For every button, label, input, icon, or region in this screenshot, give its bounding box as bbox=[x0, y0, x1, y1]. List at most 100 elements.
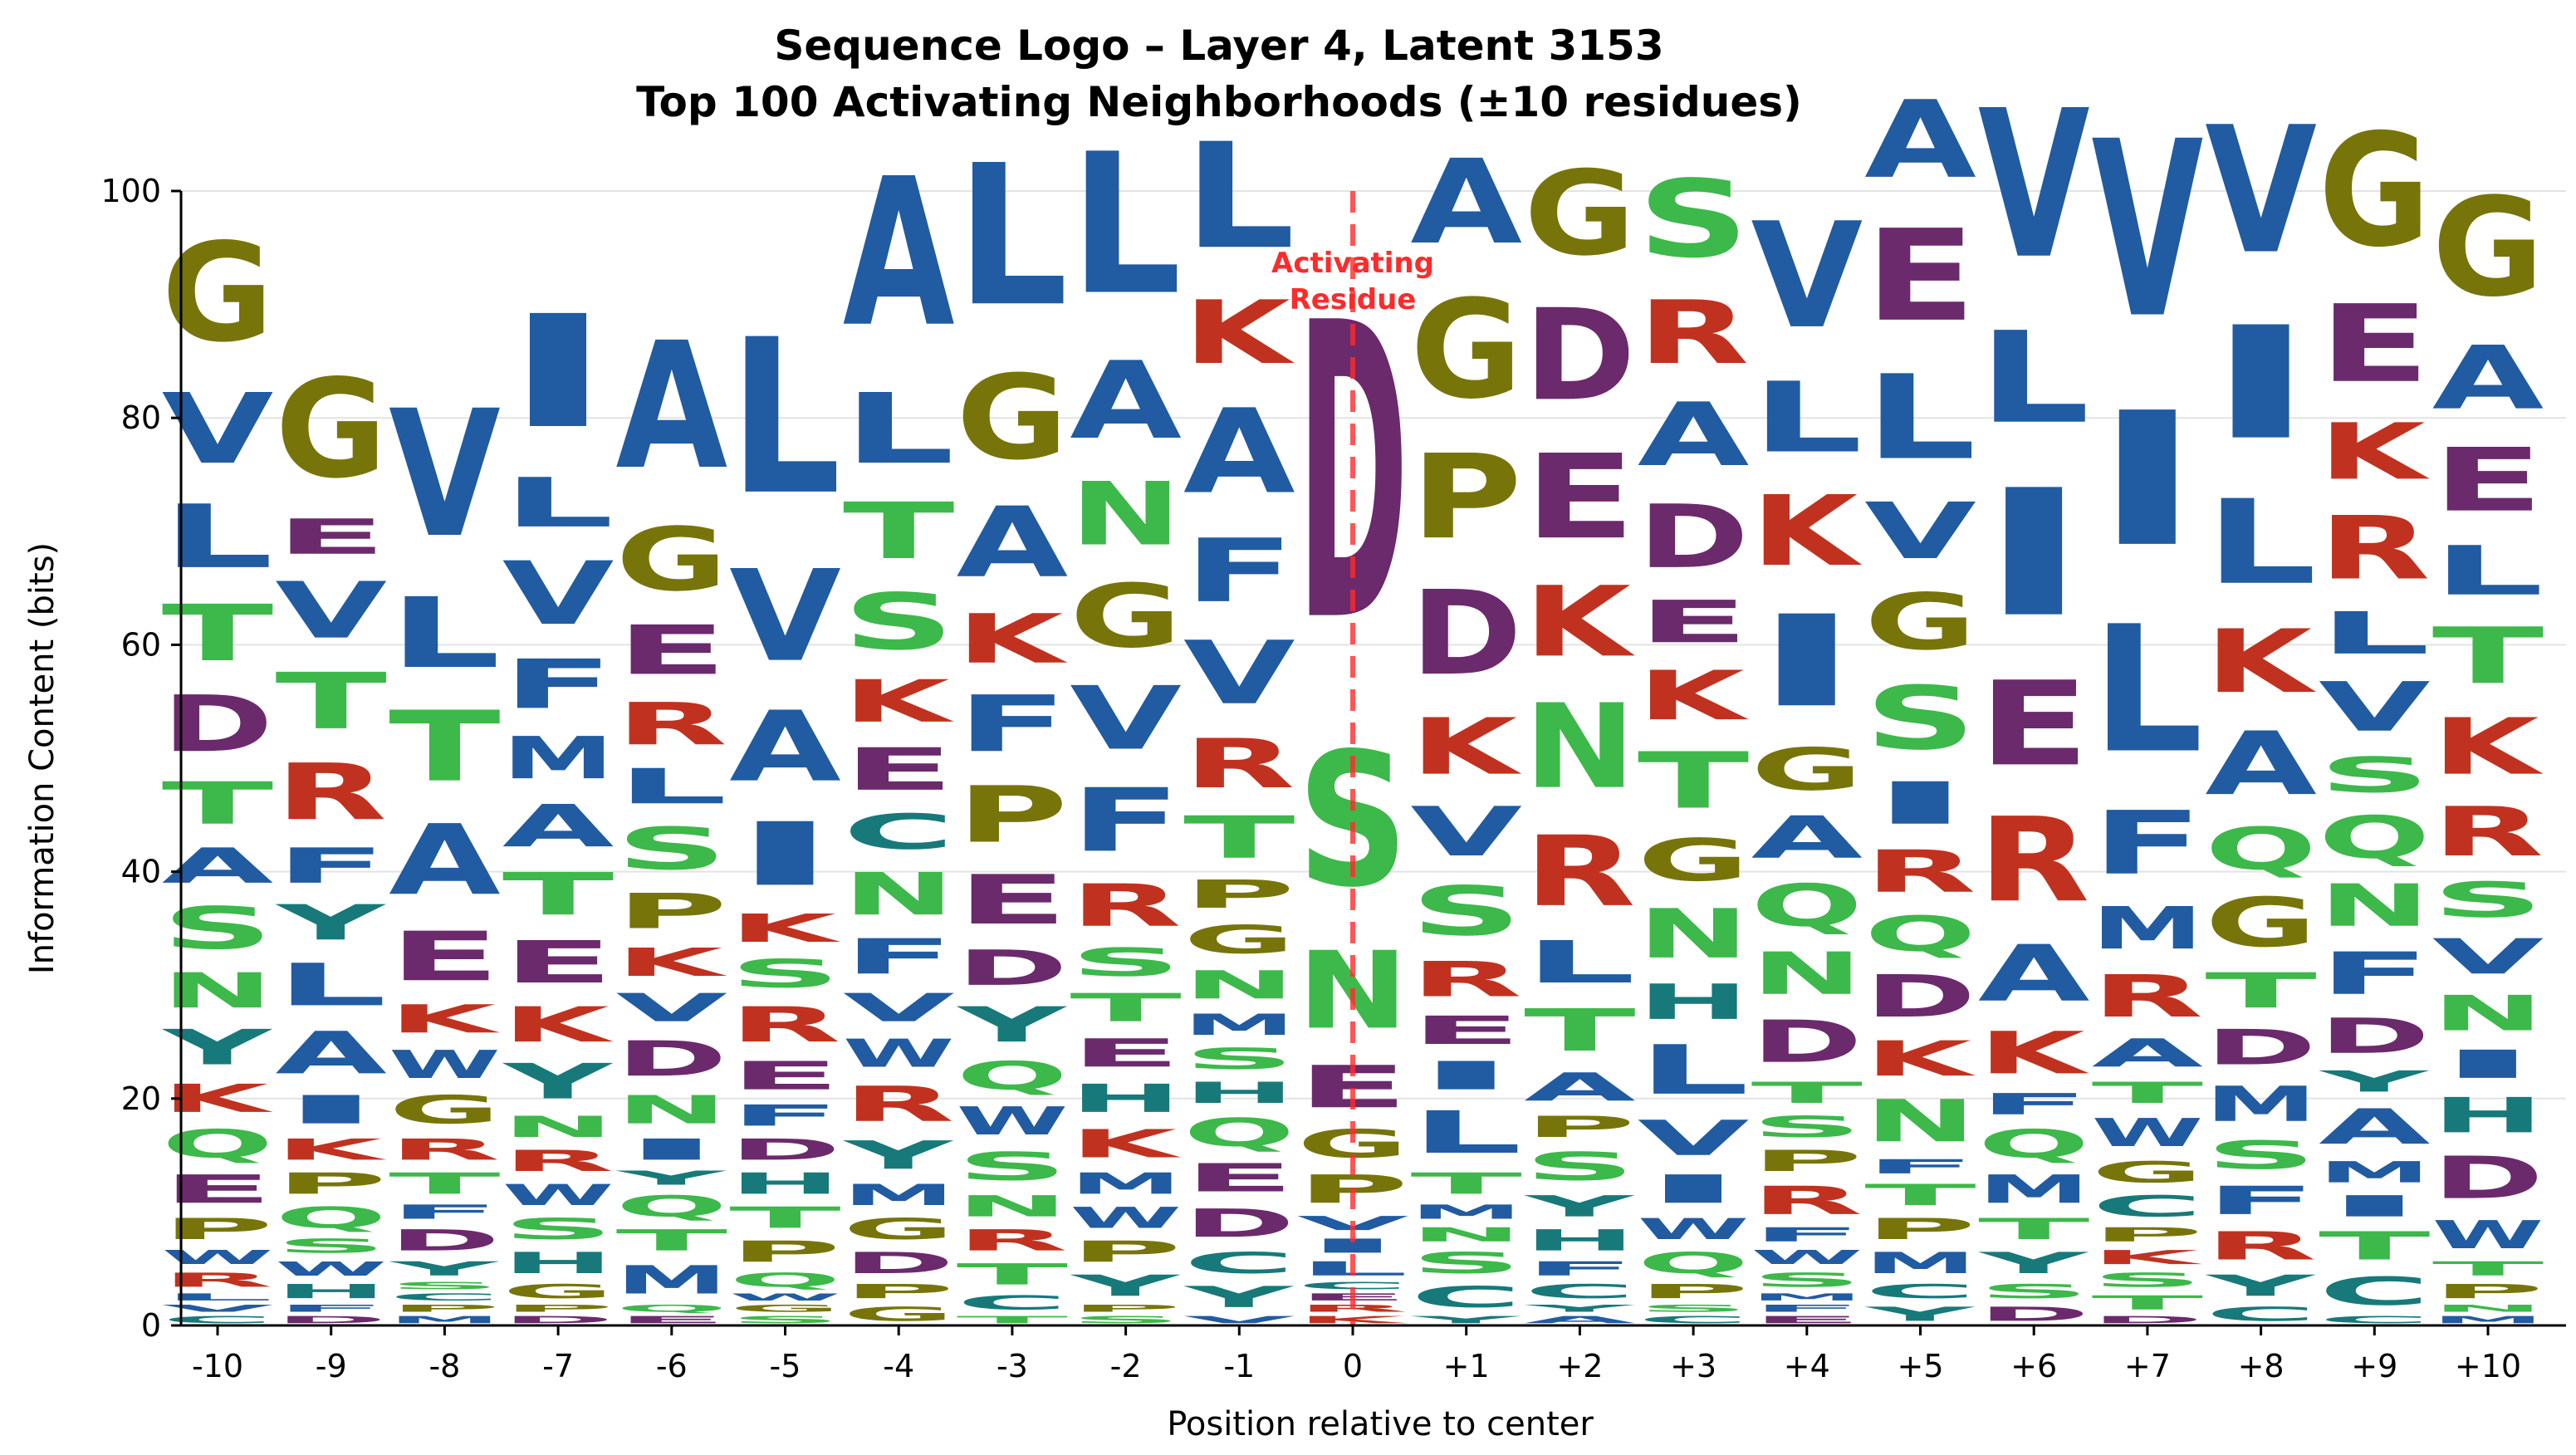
logo-letter: Y bbox=[161, 1020, 272, 1076]
logo-letter: A bbox=[1638, 385, 1750, 486]
logo-letter: G bbox=[162, 214, 274, 373]
logo-letter: F bbox=[1183, 521, 1295, 622]
x-tick-label: -9 bbox=[316, 1348, 347, 1384]
logo-letter: H bbox=[1524, 1223, 1636, 1257]
logo-letter: K bbox=[615, 940, 727, 985]
logo-letter: S bbox=[2432, 872, 2544, 928]
logo-letter: A bbox=[1524, 1314, 1636, 1325]
logo-letter: K bbox=[1864, 1031, 1976, 1087]
logo-letter: T bbox=[615, 1223, 727, 1257]
logo-letter: W bbox=[502, 1178, 615, 1212]
logo-letter: N bbox=[502, 1110, 615, 1144]
logo-letter: C bbox=[1183, 1247, 1295, 1281]
logo-letter: D bbox=[1183, 1201, 1295, 1246]
logo-letter: L bbox=[615, 758, 727, 815]
logo-letter: L bbox=[1864, 351, 1976, 487]
logo-letter: S bbox=[1183, 1042, 1295, 1076]
logo-letter: R bbox=[275, 747, 387, 838]
logo-letter: R bbox=[1751, 1178, 1863, 1223]
logo-letter: P bbox=[389, 1303, 501, 1315]
logo-letter: I bbox=[1638, 1167, 1750, 1212]
logo-letter: S bbox=[957, 1144, 1069, 1189]
logo-letter: E bbox=[502, 928, 615, 996]
logo-letter: A bbox=[2092, 1031, 2204, 1075]
x-tick-label: +5 bbox=[1897, 1348, 1943, 1384]
logo-letter: E bbox=[1410, 1008, 1522, 1053]
logo-letter: D bbox=[2205, 1019, 2317, 1075]
logo-letter: P bbox=[2092, 1223, 2204, 1246]
logo-letter: N bbox=[1183, 963, 1295, 1007]
logo-letter: F bbox=[957, 679, 1069, 769]
logo-letter: G bbox=[2432, 169, 2544, 327]
logo-letter: N bbox=[1410, 1223, 1522, 1246]
x-tick-label: -10 bbox=[192, 1348, 243, 1384]
logo-letter: Y bbox=[1409, 1314, 1521, 1325]
logo-letter: R bbox=[2092, 963, 2204, 1031]
logo-letter: M bbox=[1070, 1167, 1182, 1201]
logo-letter: W bbox=[843, 1031, 955, 1076]
logo-letter: G bbox=[615, 509, 727, 610]
logo-letter: W bbox=[162, 1246, 274, 1268]
logo-letter: D bbox=[389, 1223, 501, 1257]
logo-letter: N bbox=[843, 861, 955, 928]
logo-letter: N bbox=[1070, 464, 1182, 566]
logo-letter: L bbox=[162, 487, 274, 588]
logo-letter: A bbox=[1864, 78, 1976, 203]
logo-letter: H bbox=[1638, 974, 1750, 1031]
y-tick-label: 60 bbox=[121, 626, 161, 663]
x-tick-label: +7 bbox=[2124, 1348, 2171, 1384]
logo-letter: Y bbox=[842, 1133, 954, 1178]
logo-letter: S bbox=[615, 816, 727, 883]
logo-letter: E bbox=[729, 1053, 841, 1098]
logo-letter: F bbox=[1978, 1088, 2090, 1122]
logo-letter: D bbox=[502, 1314, 615, 1325]
logo-letter: V bbox=[1410, 793, 1522, 872]
logo-letter: Q bbox=[1751, 872, 1863, 940]
logo-letter: L bbox=[729, 295, 841, 542]
logo-letter: S bbox=[502, 1212, 615, 1246]
logo-letter: V bbox=[2432, 928, 2544, 985]
logo-letter: T bbox=[729, 1201, 841, 1235]
logo-letter: L bbox=[162, 1291, 274, 1303]
logo-letter: M bbox=[1751, 1291, 1863, 1303]
logo-letter: E bbox=[1070, 1031, 1182, 1075]
logo-letter: S bbox=[729, 952, 841, 997]
logo-letter: F bbox=[275, 838, 387, 894]
logo-letter: A bbox=[162, 838, 274, 894]
logo-letter: V bbox=[1183, 623, 1295, 724]
logo-letter: V bbox=[1864, 486, 1976, 576]
logo-letter: P bbox=[1864, 1212, 1976, 1247]
logo-letter: Y bbox=[1977, 1246, 2089, 1280]
logo-letter: T bbox=[2092, 1076, 2204, 1110]
logo-letter: A bbox=[502, 793, 615, 860]
logo-letter: A bbox=[1751, 804, 1863, 871]
logo-letter: A bbox=[729, 691, 841, 804]
x-tick-label: -5 bbox=[770, 1348, 801, 1384]
logo-letter: G bbox=[1183, 918, 1295, 963]
logo-letter: C bbox=[1524, 1280, 1636, 1302]
logo-letter: M bbox=[2092, 895, 2204, 963]
activating-residue-label-line2: Residue bbox=[1290, 283, 1417, 316]
logo-letter: S bbox=[729, 1314, 841, 1325]
logo-letter: V bbox=[1070, 668, 1182, 769]
logo-letter: M bbox=[2205, 1075, 2317, 1132]
logo-letter: G bbox=[729, 1303, 841, 1315]
logo-letter: W bbox=[1751, 1246, 1863, 1268]
logo-letter: L bbox=[502, 463, 615, 542]
logo-letter: L bbox=[2205, 476, 2317, 611]
logo-letter: F bbox=[1864, 1155, 1976, 1178]
logo-letter: T bbox=[389, 1167, 501, 1201]
logo-letter: L bbox=[1524, 929, 1636, 997]
logo-letter: C bbox=[2092, 1189, 2204, 1223]
logo-letter: D bbox=[1638, 487, 1750, 588]
logo-letter: T bbox=[275, 657, 387, 747]
x-tick-label: +1 bbox=[1443, 1348, 1490, 1384]
logo-letter: L bbox=[1070, 111, 1182, 338]
logo-letter: S bbox=[1638, 157, 1750, 282]
logo-letter: Y bbox=[615, 1167, 727, 1189]
logo-letter: N bbox=[1524, 679, 1636, 815]
y-tick-label: 0 bbox=[141, 1307, 161, 1344]
logo-letter: A bbox=[957, 487, 1069, 600]
logo-letter: I bbox=[2319, 1189, 2431, 1223]
logo-letter: M bbox=[2432, 1314, 2544, 1325]
